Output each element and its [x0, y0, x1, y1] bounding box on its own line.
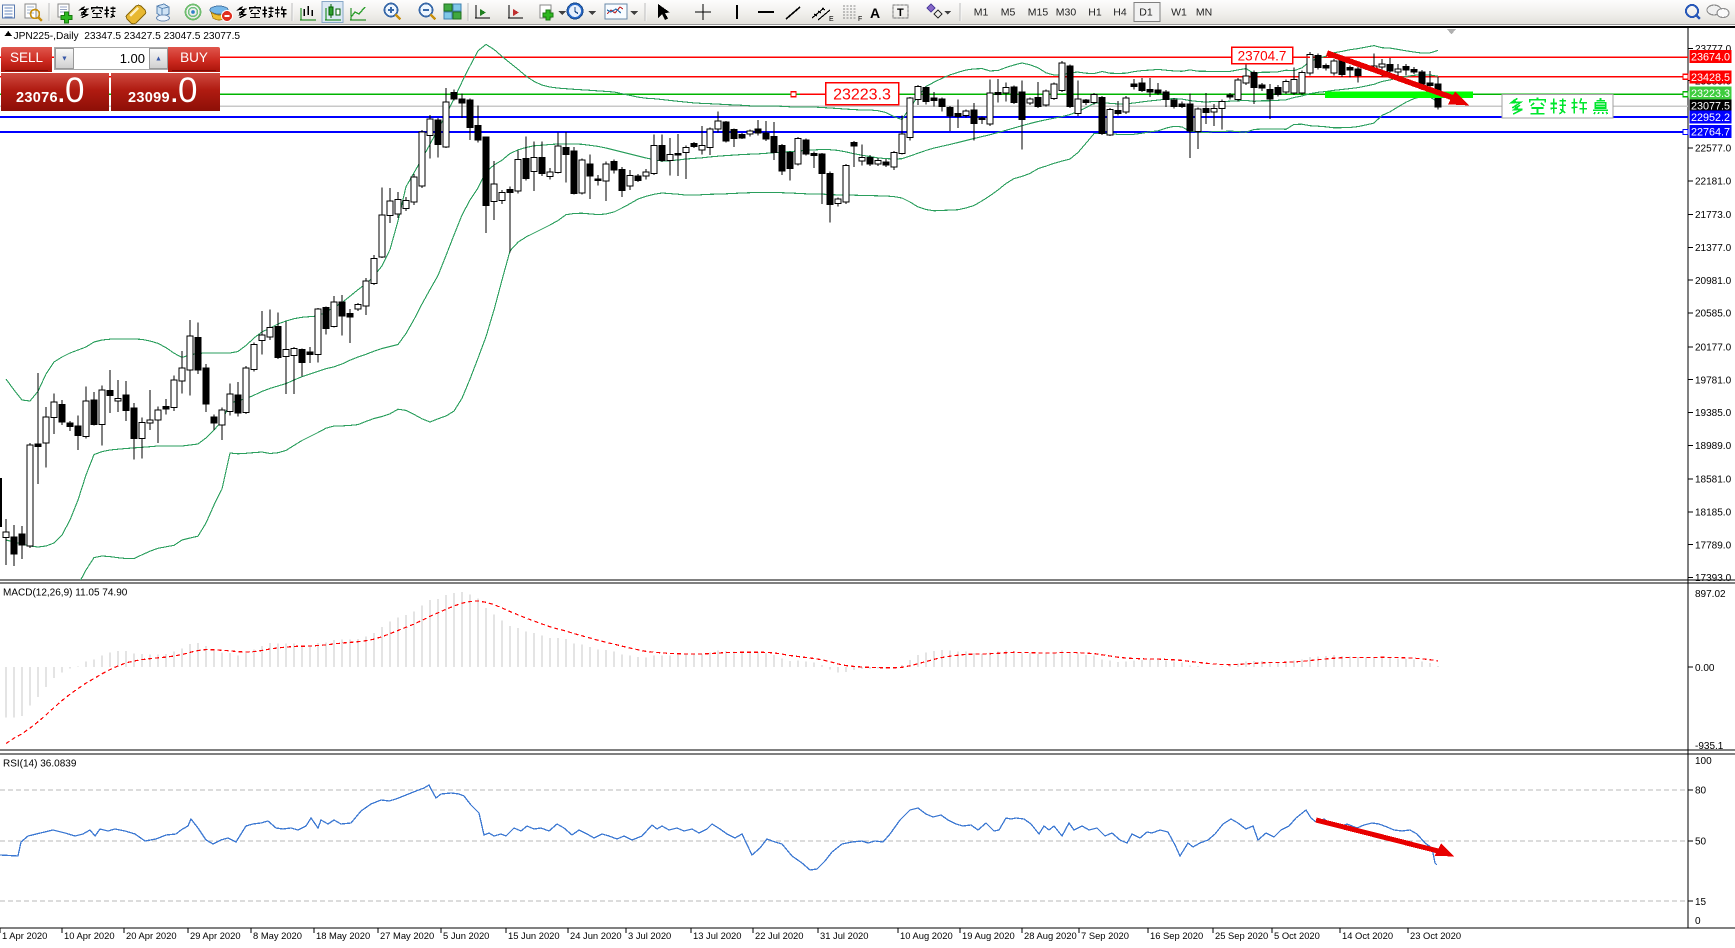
svg-text:20177.0: 20177.0	[1695, 342, 1732, 353]
svg-text:22952.2: 22952.2	[1691, 112, 1730, 124]
svg-text:17789.0: 17789.0	[1695, 540, 1732, 551]
svg-text:18581.0: 18581.0	[1695, 475, 1732, 486]
svg-text:5 Jun 2020: 5 Jun 2020	[443, 930, 489, 941]
svg-text:23777.0: 23777.0	[1695, 44, 1732, 55]
svg-text:T: T	[897, 7, 904, 19]
svg-text:7 Sep 2020: 7 Sep 2020	[1081, 930, 1129, 941]
svg-text:23223.3: 23223.3	[1691, 88, 1730, 100]
svg-text:8 May 2020: 8 May 2020	[253, 930, 302, 941]
svg-text:23704.7: 23704.7	[1238, 48, 1287, 63]
svg-text:22181.0: 22181.0	[1695, 176, 1732, 187]
svg-text:19781.0: 19781.0	[1695, 375, 1732, 386]
svg-text:MACD(12,26,9) 11.05 74.90: MACD(12,26,9) 11.05 74.90	[3, 588, 128, 599]
svg-text:100: 100	[1695, 756, 1712, 767]
svg-text:24 Jun 2020: 24 Jun 2020	[570, 930, 622, 941]
svg-text:M30: M30	[1056, 7, 1077, 19]
svg-text:1 Apr 2020: 1 Apr 2020	[2, 930, 47, 941]
svg-text:M5: M5	[1001, 7, 1016, 19]
svg-text:23 Oct 2020: 23 Oct 2020	[1410, 930, 1461, 941]
svg-text:18989.0: 18989.0	[1695, 441, 1732, 452]
svg-text:897.02: 897.02	[1695, 589, 1726, 600]
svg-text:21773.0: 21773.0	[1695, 210, 1732, 221]
svg-text:27 May 2020: 27 May 2020	[380, 930, 434, 941]
svg-text:14 Oct 2020: 14 Oct 2020	[1342, 930, 1393, 941]
svg-text:21377.0: 21377.0	[1695, 243, 1732, 254]
svg-text:A: A	[870, 5, 880, 21]
svg-text:50: 50	[1695, 837, 1707, 848]
svg-text:0: 0	[1695, 916, 1701, 927]
svg-text:29 Apr 2020: 29 Apr 2020	[190, 930, 241, 941]
svg-text:10 Apr 2020: 10 Apr 2020	[64, 930, 115, 941]
svg-text:31 Jul 2020: 31 Jul 2020	[820, 930, 868, 941]
svg-text:19 Aug 2020: 19 Aug 2020	[962, 930, 1015, 941]
svg-text:19385.0: 19385.0	[1695, 408, 1732, 419]
svg-text:16 Sep 2020: 16 Sep 2020	[1150, 930, 1203, 941]
svg-text:23223.3: 23223.3	[833, 87, 891, 104]
svg-text:10 Aug 2020: 10 Aug 2020	[900, 930, 953, 941]
svg-text:E: E	[829, 16, 834, 23]
svg-text:20 Apr 2020: 20 Apr 2020	[126, 930, 177, 941]
svg-text:3 Jul 2020: 3 Jul 2020	[628, 930, 671, 941]
svg-text:20981.0: 20981.0	[1695, 276, 1732, 287]
svg-text:15 Jun 2020: 15 Jun 2020	[508, 930, 560, 941]
svg-text:17393.0: 17393.0	[1695, 573, 1732, 584]
svg-text:23674.0: 23674.0	[1691, 52, 1730, 64]
svg-text:F: F	[858, 16, 862, 23]
svg-text:RSI(14) 36.0839: RSI(14) 36.0839	[3, 759, 77, 770]
svg-text:M1: M1	[974, 7, 989, 19]
svg-text:22 Jul 2020: 22 Jul 2020	[755, 930, 803, 941]
svg-text:JPN225-,Daily 23347.5 23427.5: JPN225-,Daily 23347.5 23427.5 23047.5 23…	[14, 31, 241, 42]
svg-text:18 May 2020: 18 May 2020	[316, 930, 370, 941]
svg-text:M15: M15	[1028, 7, 1049, 19]
svg-text:28 Aug 2020: 28 Aug 2020	[1024, 930, 1077, 941]
svg-text:0.00: 0.00	[1695, 663, 1715, 674]
svg-text:13 Jul 2020: 13 Jul 2020	[693, 930, 741, 941]
svg-text:18185.0: 18185.0	[1695, 507, 1732, 518]
svg-text:D1: D1	[1139, 7, 1153, 19]
svg-text:H1: H1	[1088, 7, 1102, 19]
svg-text:22764.7: 22764.7	[1691, 126, 1730, 138]
svg-text:23077.5: 23077.5	[1691, 101, 1730, 113]
svg-text:W1: W1	[1171, 7, 1187, 19]
svg-text:20585.0: 20585.0	[1695, 309, 1732, 320]
svg-text:22577.0: 22577.0	[1695, 144, 1732, 155]
svg-text:15: 15	[1695, 897, 1707, 908]
svg-text:-935.1: -935.1	[1695, 741, 1724, 752]
svg-text:23428.5: 23428.5	[1691, 72, 1730, 84]
svg-text:5 Oct 2020: 5 Oct 2020	[1274, 930, 1320, 941]
svg-text:H4: H4	[1113, 7, 1127, 19]
svg-text:MN: MN	[1196, 7, 1212, 19]
svg-text:25 Sep 2020: 25 Sep 2020	[1215, 930, 1268, 941]
svg-text:80: 80	[1695, 785, 1707, 796]
